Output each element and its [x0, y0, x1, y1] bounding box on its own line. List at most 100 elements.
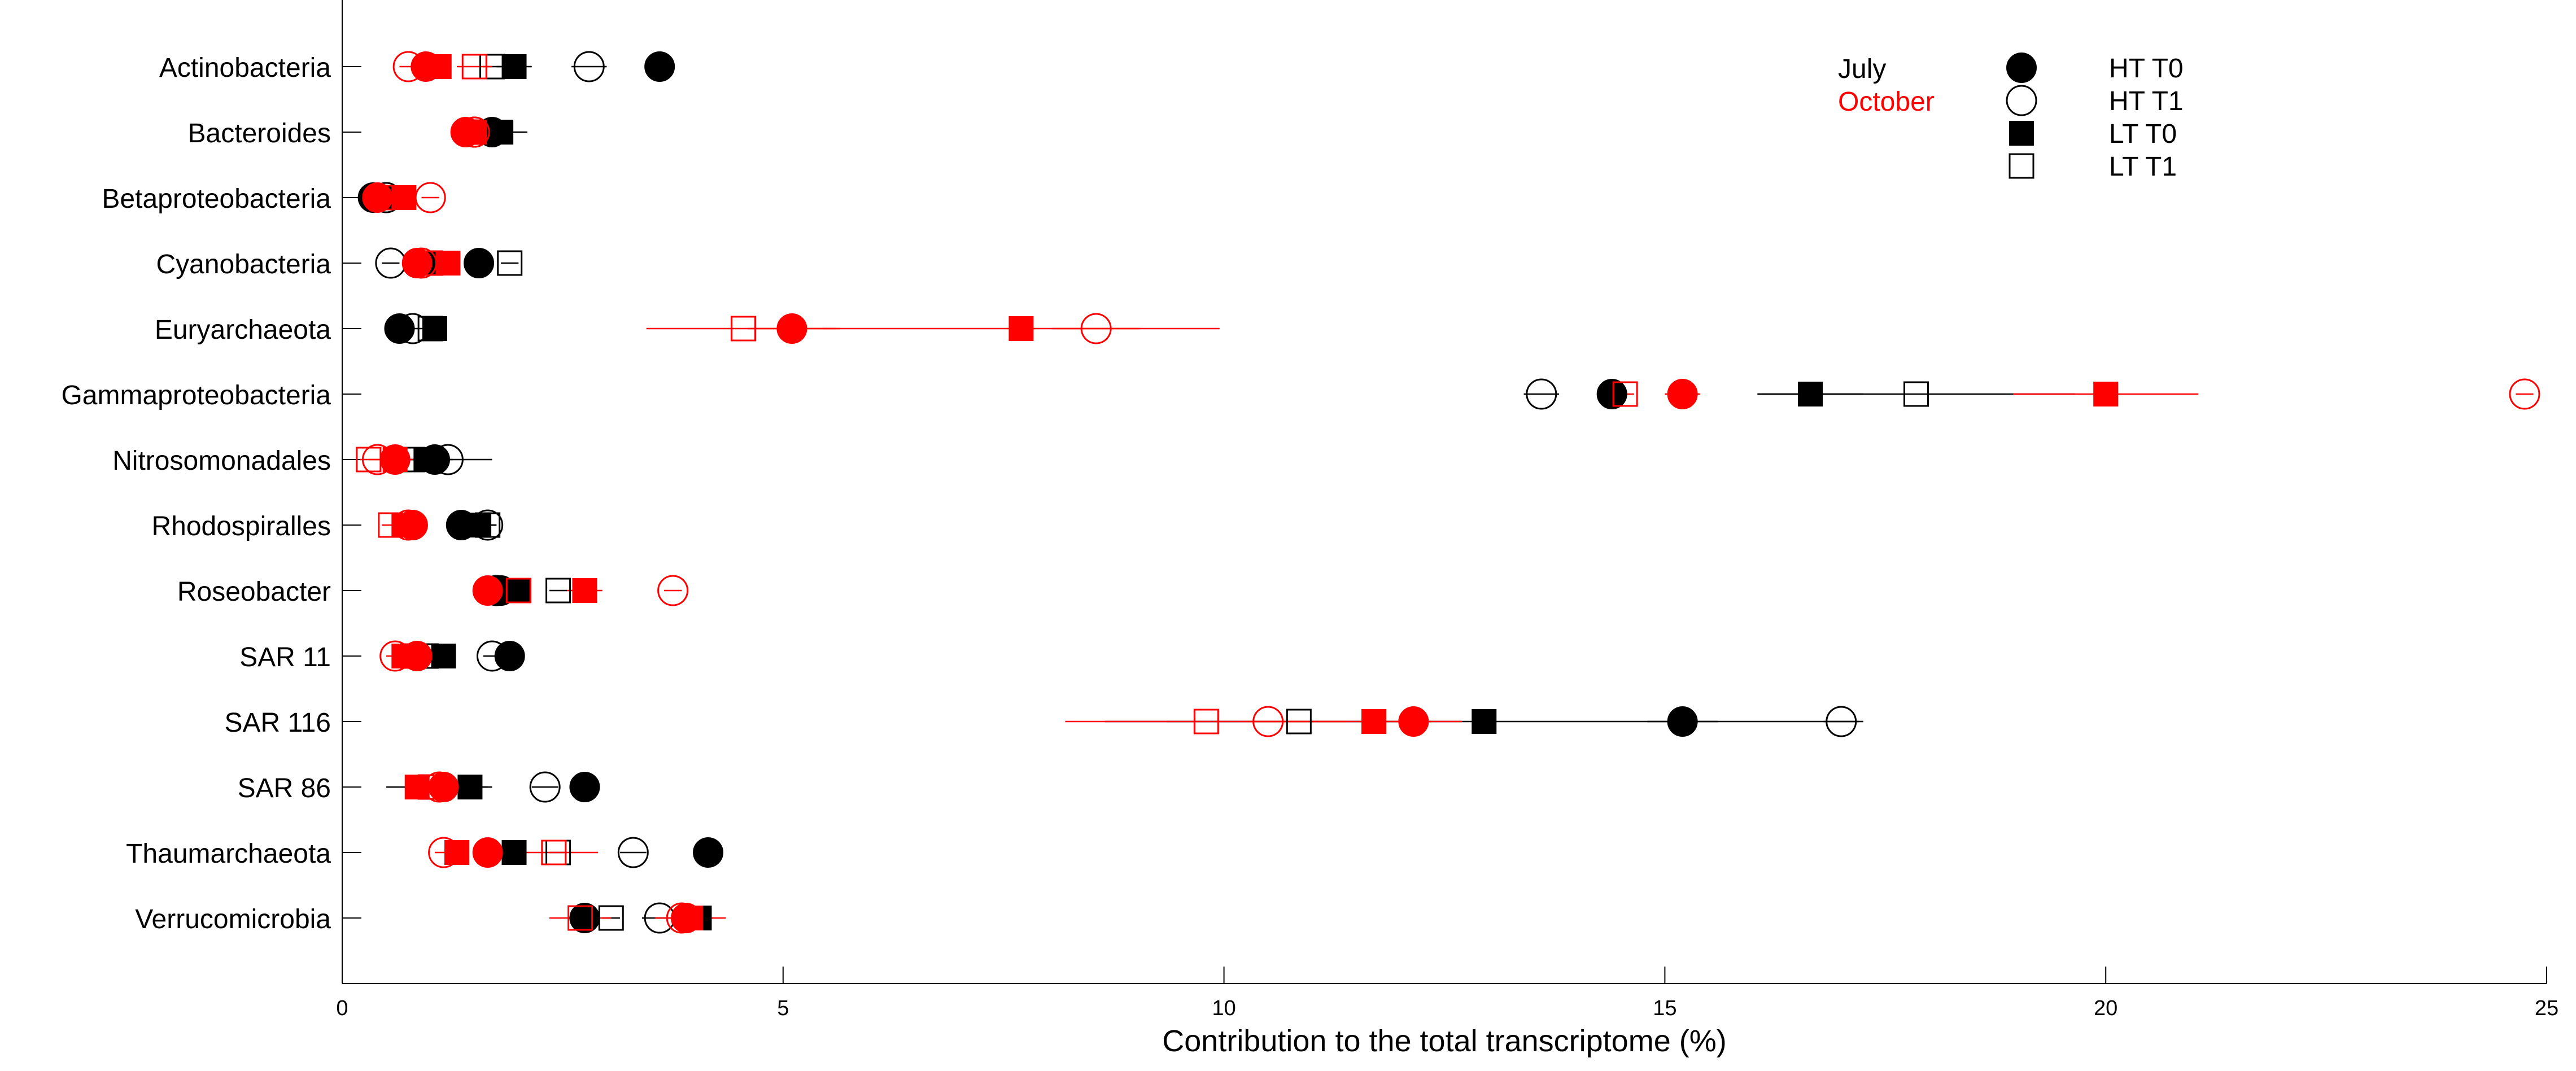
data-point [476, 640, 508, 672]
data-point [384, 313, 415, 344]
legend-month-label: July [1838, 54, 1886, 84]
data-point [417, 774, 443, 800]
legend-marker [2009, 153, 2034, 179]
y-tick-label: Betaproteobacteria [102, 184, 331, 214]
data-point [2509, 378, 2540, 410]
data-point [461, 54, 487, 80]
data-point [1526, 378, 1557, 410]
data-point [457, 775, 483, 799]
data-point [1472, 709, 1497, 734]
data-point [472, 575, 503, 606]
error-bars-layer [360, 65, 2534, 919]
y-tick-label: Bacteroides [188, 119, 331, 148]
y-tick-label: Rhodospiralles [151, 512, 331, 541]
data-point [2093, 382, 2119, 406]
data-point [413, 447, 439, 472]
data-point [678, 906, 703, 930]
data-point [573, 51, 605, 82]
data-point [356, 447, 382, 473]
data-point [541, 840, 567, 865]
data-point [391, 644, 417, 668]
data-point [1252, 706, 1284, 737]
legend-marker [2006, 85, 2037, 116]
data-point [431, 644, 456, 668]
legend-treatment-label: LT T1 [2109, 152, 2177, 182]
data-point [501, 54, 527, 79]
data-point [501, 840, 527, 865]
data-point [391, 185, 417, 210]
data-point [472, 837, 503, 868]
x-tick-label: 15 [1653, 996, 1676, 1020]
data-point [1612, 381, 1638, 407]
y-tick-label: SAR 11 [239, 642, 331, 672]
data-point [466, 513, 492, 537]
data-point [1398, 706, 1429, 737]
data-point [392, 51, 424, 82]
x-tick-label: 20 [2094, 996, 2117, 1020]
x-tick-label: 10 [1212, 996, 1235, 1020]
x-axis-label: Contribution to the total transcriptome … [1162, 1024, 1726, 1058]
data-point [435, 251, 461, 276]
y-tick-label: SAR 116 [224, 708, 331, 738]
data-point [378, 512, 404, 538]
data-point [488, 120, 514, 145]
y-tick-label: Euryarchaeota [155, 315, 331, 345]
y-tick-label: Verrucomicrobia [135, 904, 331, 934]
data-point [417, 250, 443, 276]
data-point [529, 771, 561, 803]
data-point [369, 185, 395, 211]
data-point [382, 447, 408, 472]
data-point [462, 120, 487, 145]
data-point [475, 512, 501, 538]
data-point [1667, 706, 1698, 737]
data-point [569, 772, 600, 802]
data-point [1193, 709, 1219, 735]
data-point [776, 313, 807, 344]
data-point [417, 316, 443, 342]
data-point [1903, 381, 1929, 407]
legend-marker [2009, 121, 2034, 146]
data-point [400, 643, 426, 669]
axes-layer: 0 5 10 15 20 25 Contribution to the total tran… [61, 0, 2558, 1058]
data-point [459, 116, 490, 148]
legend-marker [2006, 53, 2037, 83]
data-point [1080, 313, 1112, 344]
legend-month-label: October [1838, 87, 1935, 117]
data-point [1361, 709, 1387, 734]
data-point [391, 513, 417, 537]
x-tick-label: 5 [777, 996, 789, 1020]
data-point [1667, 379, 1698, 409]
data-point [644, 51, 675, 82]
data-point [731, 316, 757, 342]
data-point [1798, 382, 1823, 406]
data-point [693, 837, 724, 868]
markers-layer [356, 51, 2540, 934]
data-point [1826, 706, 1857, 737]
legend-treatment-label: HT T1 [2109, 86, 2184, 116]
y-tick-label: Gammaproteobacteria [61, 381, 331, 410]
data-point [426, 54, 452, 79]
legend-treatment-label: HT T0 [2109, 54, 2184, 84]
data-point [569, 903, 600, 933]
y-tick-label: Cyanobacteria [156, 250, 331, 279]
data-point [362, 182, 393, 213]
data-point [497, 250, 523, 276]
data-point [506, 578, 531, 603]
data-point [479, 54, 505, 80]
data-point [657, 575, 689, 606]
y-tick-label: Roseobacter [177, 577, 331, 607]
y-tick-label: SAR 86 [238, 773, 331, 803]
x-tick-label: 25 [2535, 996, 2558, 1020]
data-point [505, 578, 531, 604]
data-point [404, 775, 430, 799]
data-point [1596, 379, 1627, 409]
y-tick-label: Thaumarchaeota [126, 839, 331, 869]
data-point [572, 578, 597, 603]
data-point [617, 837, 649, 868]
data-point [457, 119, 483, 145]
x-tick-label: 0 [336, 996, 348, 1020]
data-point [464, 248, 495, 278]
data-point [567, 905, 593, 931]
